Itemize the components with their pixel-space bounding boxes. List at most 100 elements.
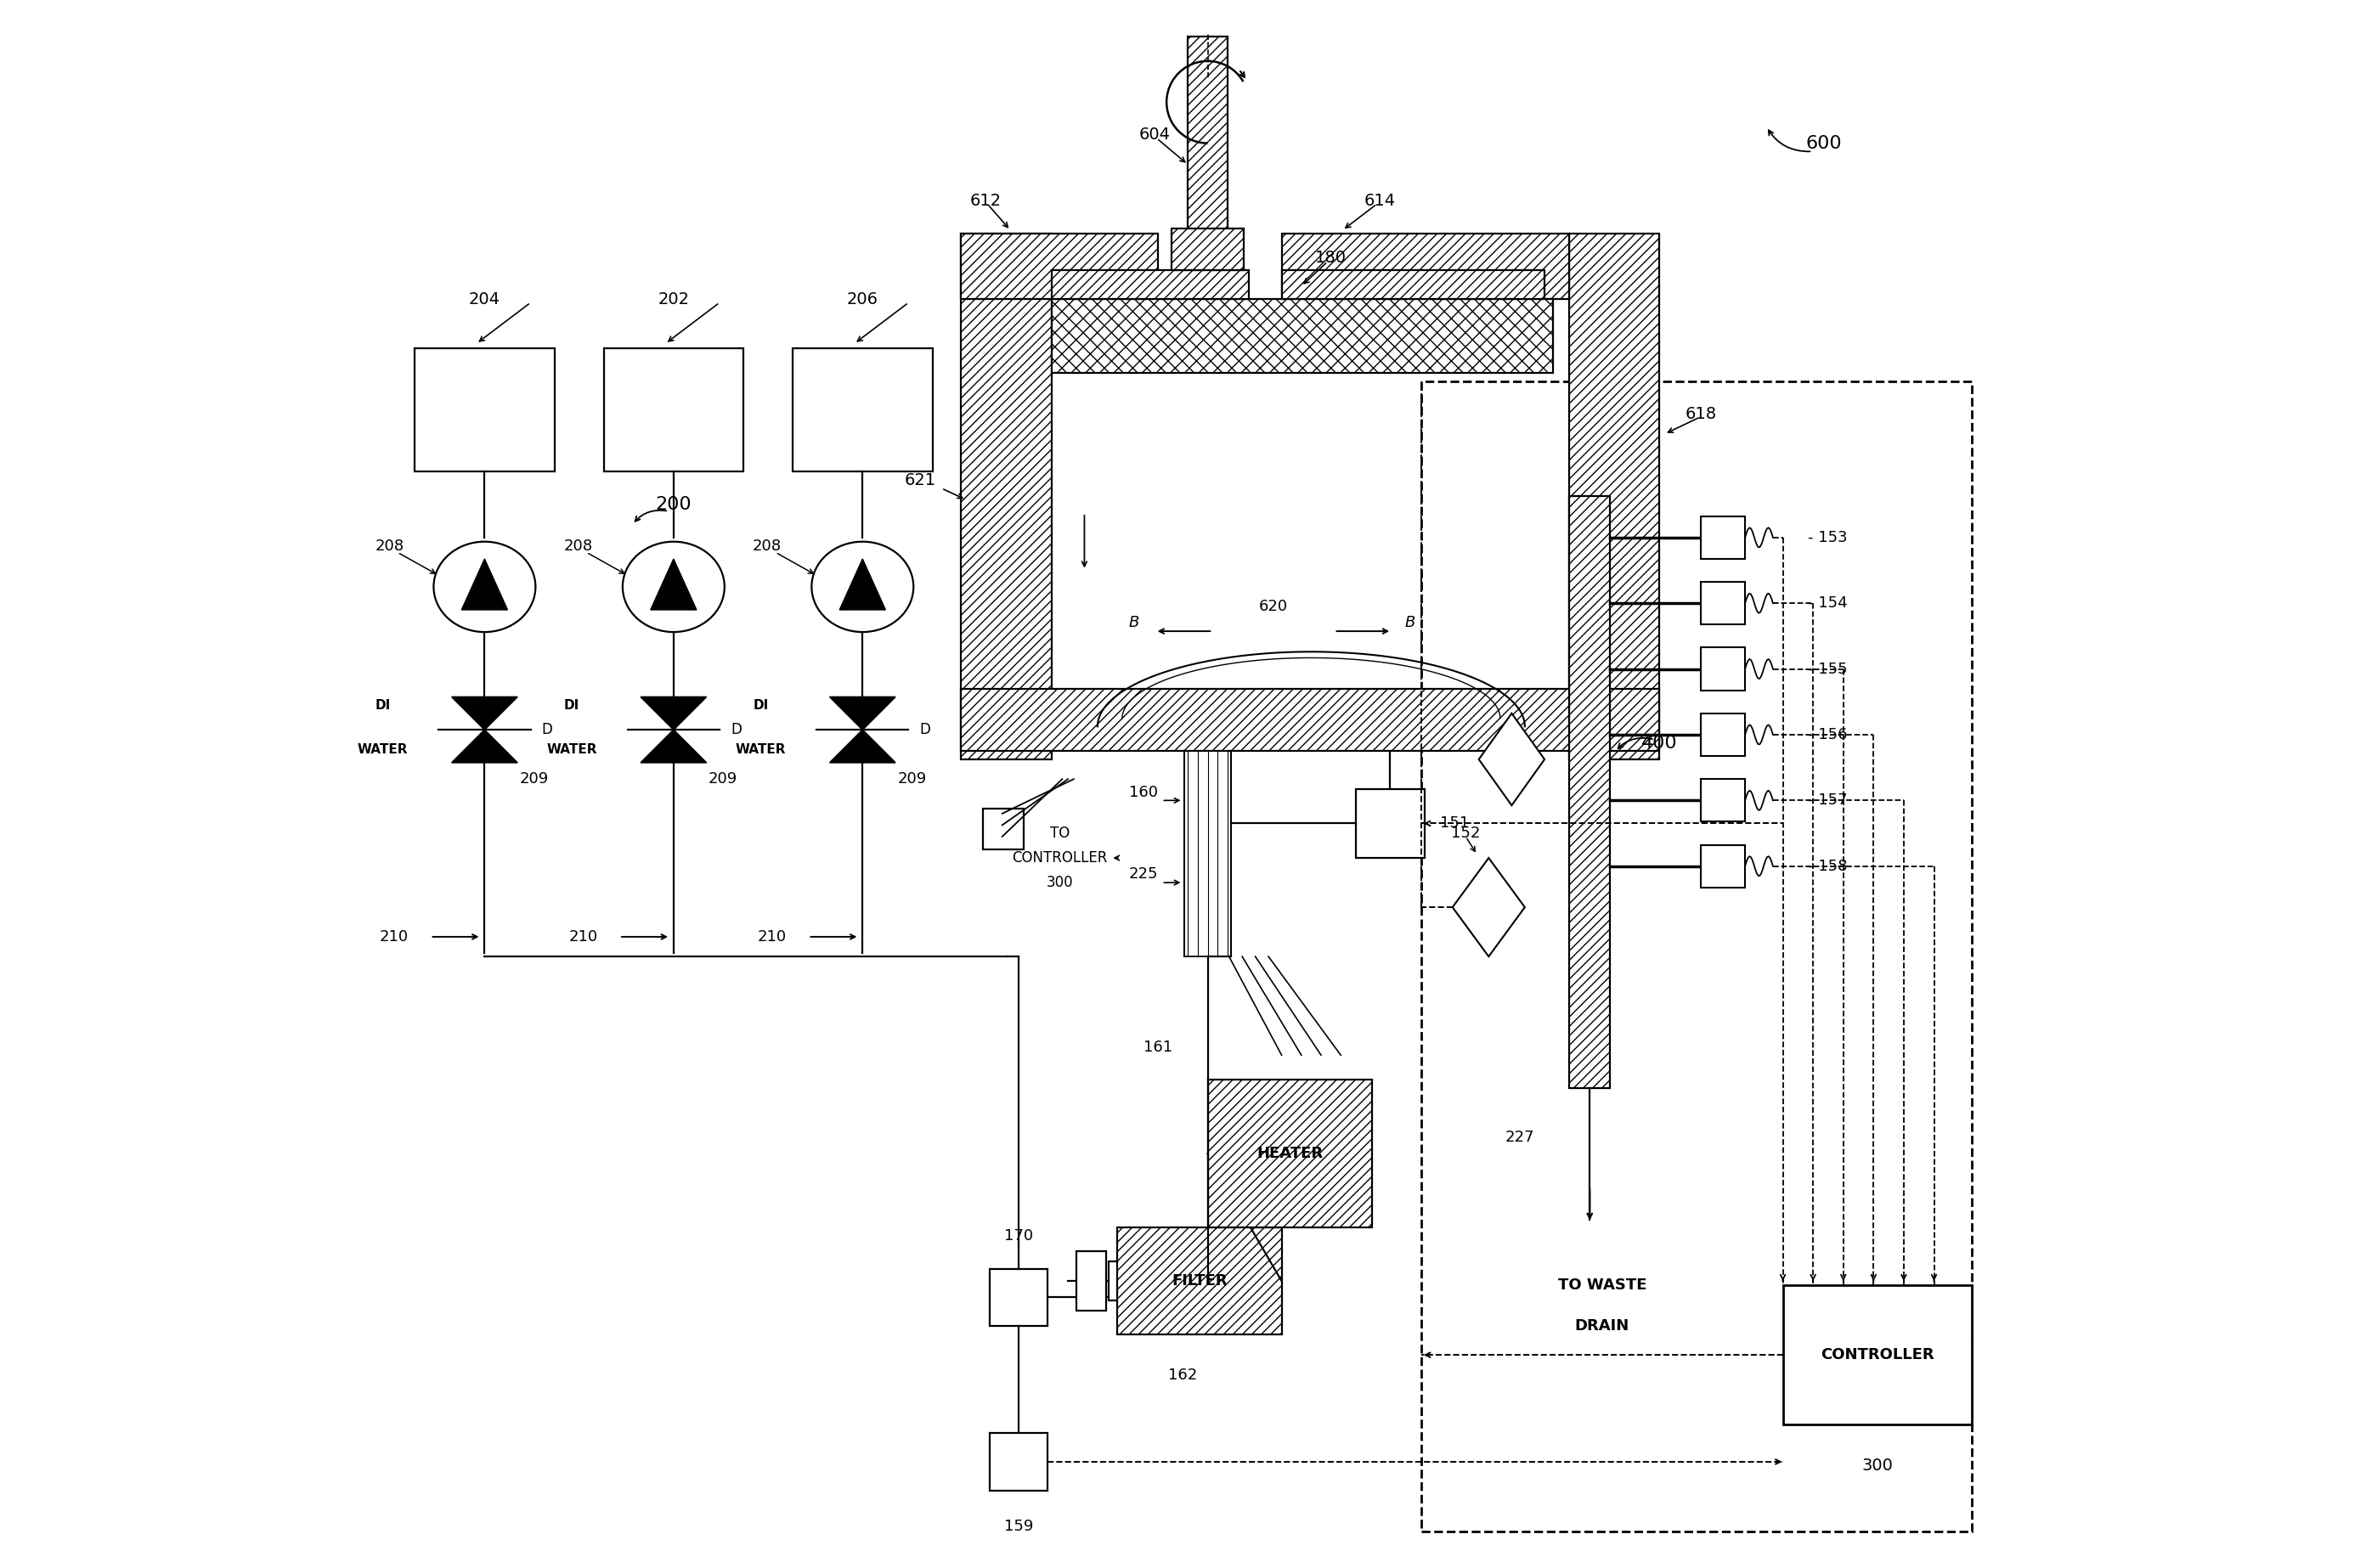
Text: WATER: WATER [357, 743, 407, 756]
Bar [1207, 1080, 1372, 1228]
Text: 208: 208 [563, 538, 594, 554]
Text: - 154: - 154 [1808, 596, 1848, 612]
Bar [1110, 1261, 1129, 1301]
Bar [1188, 36, 1228, 234]
Polygon shape [840, 558, 885, 610]
Text: 209: 209 [518, 771, 549, 787]
Bar [1701, 845, 1746, 887]
Text: - 153: - 153 [1808, 530, 1848, 546]
Text: D: D [731, 723, 741, 737]
Bar [982, 809, 1024, 850]
Text: FILTER: FILTER [1171, 1273, 1228, 1289]
Bar [961, 234, 1051, 759]
Text: TO: TO [1051, 826, 1069, 840]
Ellipse shape [812, 541, 913, 632]
Bar [1171, 229, 1245, 270]
Text: 618: 618 [1685, 406, 1715, 422]
Text: 614: 614 [1365, 193, 1396, 209]
Text: 160: 160 [1129, 784, 1159, 800]
Text: 300: 300 [1046, 875, 1074, 891]
Text: - 158: - 158 [1808, 859, 1848, 873]
Text: D: D [920, 723, 930, 737]
Bar [1117, 1228, 1282, 1334]
Ellipse shape [433, 541, 535, 632]
Text: DRAIN: DRAIN [1576, 1319, 1630, 1334]
Text: 227: 227 [1505, 1129, 1536, 1145]
Bar [414, 348, 554, 472]
Text: 202: 202 [658, 292, 689, 307]
Bar [1701, 713, 1746, 756]
Text: 206: 206 [847, 292, 878, 307]
Text: - 156: - 156 [1808, 728, 1848, 742]
Text: 208: 208 [752, 538, 781, 554]
Text: D: D [542, 723, 554, 737]
Bar [1701, 582, 1746, 624]
Text: 200: 200 [655, 495, 691, 513]
Polygon shape [830, 729, 894, 762]
Text: - 155: - 155 [1808, 662, 1848, 677]
Text: 162: 162 [1169, 1367, 1197, 1383]
Text: 208: 208 [374, 538, 405, 554]
Polygon shape [461, 558, 509, 610]
Bar [1051, 270, 1249, 299]
Bar [1569, 234, 1659, 759]
Text: 300: 300 [1862, 1458, 1893, 1474]
Text: CONTROLLER: CONTROLLER [1819, 1347, 1933, 1363]
Polygon shape [452, 696, 518, 729]
Text: HEATER: HEATER [1256, 1146, 1323, 1162]
Bar [961, 234, 1159, 299]
Text: 620: 620 [1259, 599, 1287, 615]
Polygon shape [641, 696, 707, 729]
Text: DI: DI [752, 699, 769, 712]
Text: 159: 159 [1003, 1519, 1034, 1535]
Bar [1569, 497, 1611, 1088]
Bar [1356, 789, 1424, 858]
Text: 152: 152 [1450, 826, 1481, 840]
Text: 210: 210 [379, 930, 409, 944]
Text: 161: 161 [1143, 1040, 1174, 1055]
Polygon shape [641, 729, 707, 762]
Text: WATER: WATER [547, 743, 596, 756]
Text: DI: DI [563, 699, 580, 712]
Text: 612: 612 [970, 193, 1001, 209]
Bar [961, 688, 1659, 751]
Text: 604: 604 [1140, 127, 1171, 143]
Bar [1422, 381, 1971, 1532]
Text: 210: 210 [568, 930, 599, 944]
Polygon shape [830, 696, 894, 729]
Text: 170: 170 [1003, 1228, 1034, 1243]
Polygon shape [651, 558, 696, 610]
Text: B: B [1129, 615, 1138, 630]
Bar [1701, 779, 1746, 822]
Polygon shape [1453, 858, 1524, 956]
Text: 621: 621 [904, 472, 937, 488]
Bar [793, 348, 932, 472]
Bar [1282, 270, 1545, 299]
Polygon shape [1479, 713, 1545, 806]
Text: B: B [1405, 615, 1415, 630]
Text: 225: 225 [1129, 867, 1159, 883]
Text: CONTROLLER: CONTROLLER [1013, 850, 1107, 866]
Text: 180: 180 [1315, 251, 1346, 267]
Bar [989, 1269, 1048, 1327]
Bar [603, 348, 743, 472]
Text: WATER: WATER [736, 743, 786, 756]
Text: 204: 204 [468, 292, 499, 307]
Bar [989, 1433, 1048, 1491]
Polygon shape [452, 729, 518, 762]
Text: 600: 600 [1805, 135, 1843, 152]
Bar [1701, 516, 1746, 558]
Bar [1282, 234, 1569, 299]
Bar [1701, 648, 1746, 690]
Text: - 157: - 157 [1808, 793, 1848, 808]
Text: DI: DI [374, 699, 390, 712]
Text: 209: 209 [707, 771, 738, 787]
Ellipse shape [622, 541, 724, 632]
Text: 400: 400 [1642, 734, 1677, 751]
Bar [1784, 1286, 1971, 1425]
Text: 151: 151 [1439, 815, 1469, 831]
Bar [1051, 299, 1552, 373]
Text: TO WASTE: TO WASTE [1557, 1278, 1647, 1292]
Bar [1077, 1251, 1105, 1311]
Text: 210: 210 [757, 930, 786, 944]
